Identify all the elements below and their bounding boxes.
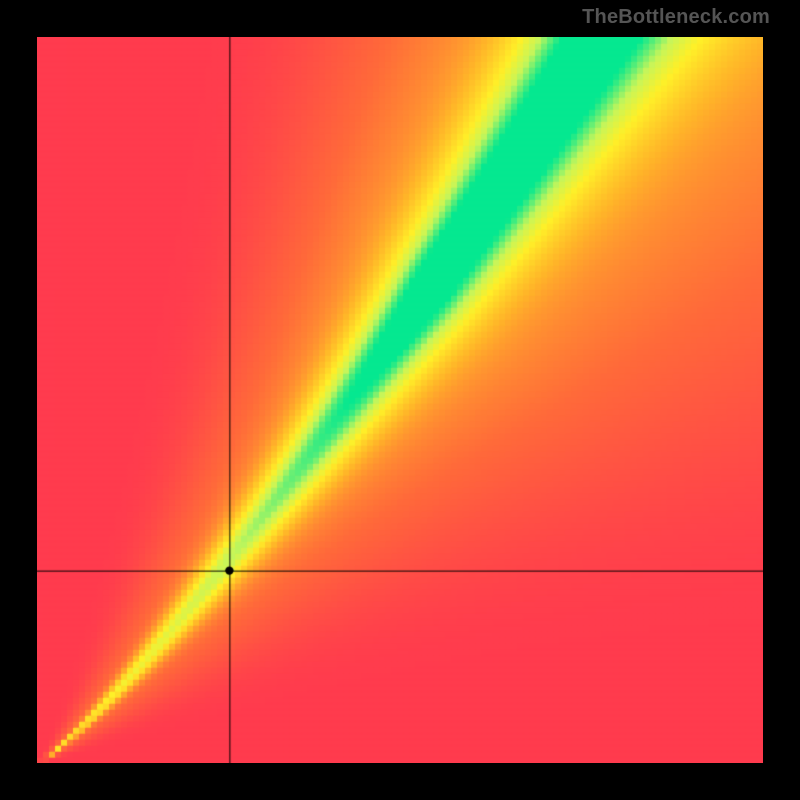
chart-frame: TheBottleneck.com xyxy=(0,0,800,800)
watermark-text: TheBottleneck.com xyxy=(582,6,770,29)
bottleneck-heatmap xyxy=(37,37,763,763)
